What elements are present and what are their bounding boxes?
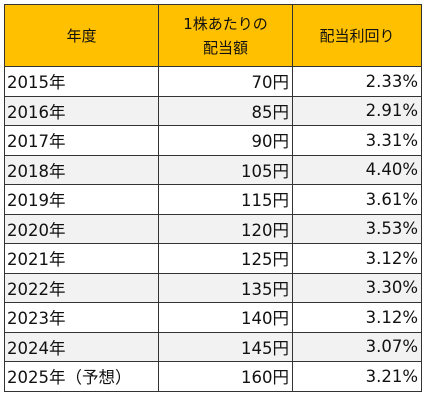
table-row: 2017年 90円 3.31%: [4, 125, 422, 156]
header-year: 年度: [4, 4, 159, 67]
cell-dividend: 160円: [158, 361, 293, 392]
cell-year: 2022年: [4, 272, 159, 303]
cell-year: 2019年: [4, 184, 159, 215]
cell-dividend: 70円: [158, 66, 293, 97]
cell-yield: 3.61%: [292, 184, 422, 215]
cell-year: 2025年（予想）: [4, 361, 159, 392]
cell-yield: 3.12%: [292, 302, 422, 333]
cell-year: 2017年: [4, 125, 159, 156]
cell-year: 2015年: [4, 66, 159, 97]
cell-dividend: 145円: [158, 331, 293, 362]
cell-yield: 3.21%: [292, 361, 422, 392]
cell-dividend: 105円: [158, 154, 293, 185]
cell-yield: 3.53%: [292, 213, 422, 244]
table-header: 年度 1株あたりの 配当額 配当利回り: [4, 4, 422, 67]
cell-dividend: 135円: [158, 272, 293, 303]
cell-yield: 3.31%: [292, 125, 422, 156]
cell-yield: 3.12%: [292, 243, 422, 274]
cell-yield: 2.91%: [292, 95, 422, 126]
table-row: 2023年 140円 3.12%: [4, 302, 422, 333]
table-row: 2025年（予想） 160円 3.21%: [4, 361, 422, 392]
table-row: 2024年 145円 3.07%: [4, 331, 422, 362]
cell-year: 2024年: [4, 331, 159, 362]
header-dividend-per-share: 1株あたりの 配当額: [158, 4, 293, 67]
cell-dividend: 125円: [158, 243, 293, 274]
cell-yield: 3.30%: [292, 272, 422, 303]
table-row: 2015年 70円 2.33%: [4, 66, 422, 97]
cell-yield: 4.40%: [292, 154, 422, 185]
header-dividend-yield: 配当利回り: [292, 4, 422, 67]
cell-dividend: 85円: [158, 95, 293, 126]
table-row: 2022年 135円 3.30%: [4, 272, 422, 303]
table-row: 2019年 115円 3.61%: [4, 184, 422, 215]
cell-yield: 3.07%: [292, 331, 422, 362]
cell-dividend: 140円: [158, 302, 293, 333]
header-row: 年度 1株あたりの 配当額 配当利回り: [4, 4, 422, 67]
cell-dividend: 120円: [158, 213, 293, 244]
table-body: 2015年 70円 2.33% 2016年 85円 2.91% 2017年 90…: [4, 66, 422, 392]
cell-year: 2016年: [4, 95, 159, 126]
cell-dividend: 90円: [158, 125, 293, 156]
cell-year: 2018年: [4, 154, 159, 185]
cell-yield: 2.33%: [292, 66, 422, 97]
dividend-table-container: 年度 1株あたりの 配当額 配当利回り 2015年 70円 2.33% 2016…: [4, 4, 422, 392]
table-row: 2021年 125円 3.12%: [4, 243, 422, 274]
dividend-table: 年度 1株あたりの 配当額 配当利回り 2015年 70円 2.33% 2016…: [4, 4, 422, 392]
cell-year: 2021年: [4, 243, 159, 274]
table-row: 2020年 120円 3.53%: [4, 213, 422, 244]
header-dividend-line1: 1株あたりの: [183, 14, 268, 33]
header-dividend-line2: 配当額: [202, 38, 248, 57]
cell-year: 2023年: [4, 302, 159, 333]
cell-dividend: 115円: [158, 184, 293, 215]
cell-year: 2020年: [4, 213, 159, 244]
table-row: 2018年 105円 4.40%: [4, 154, 422, 185]
table-row: 2016年 85円 2.91%: [4, 95, 422, 126]
